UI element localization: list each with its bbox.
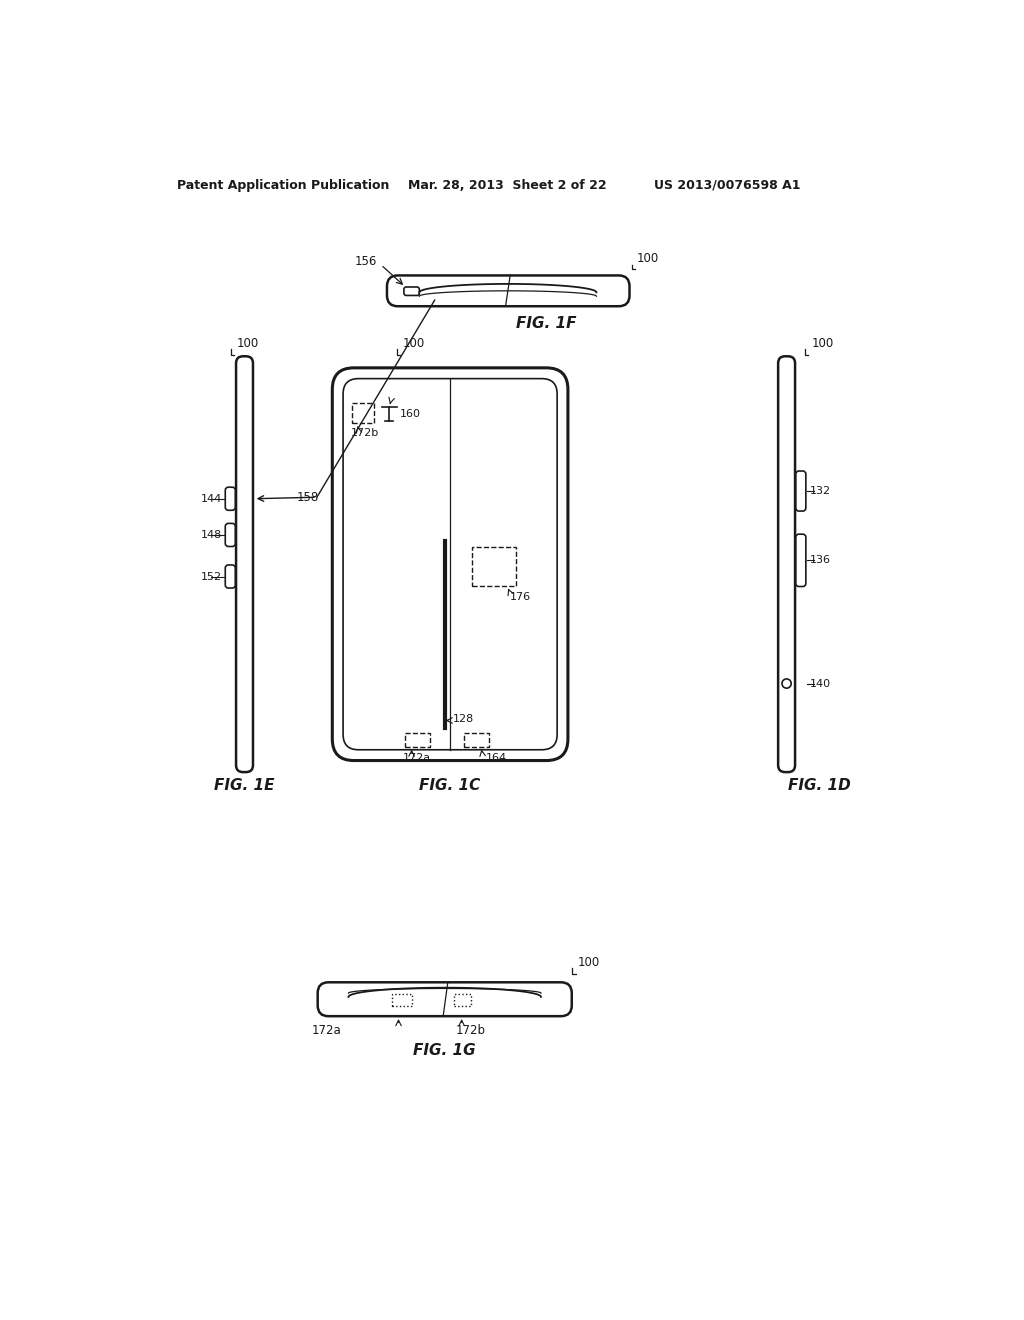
FancyBboxPatch shape <box>225 565 236 589</box>
Text: FIG. 1F: FIG. 1F <box>516 315 577 331</box>
FancyBboxPatch shape <box>796 535 806 586</box>
Text: 100: 100 <box>637 252 658 265</box>
Text: FIG. 1G: FIG. 1G <box>414 1043 476 1059</box>
Text: 140: 140 <box>810 678 830 689</box>
FancyBboxPatch shape <box>317 982 571 1016</box>
Text: 172b: 172b <box>351 428 379 438</box>
FancyBboxPatch shape <box>225 487 236 511</box>
Text: 172a: 172a <box>311 1023 341 1036</box>
Bar <box>406 733 430 747</box>
Circle shape <box>782 678 792 688</box>
Text: 144: 144 <box>201 494 222 504</box>
Bar <box>472 548 516 586</box>
Text: 158: 158 <box>296 491 318 504</box>
Text: 176: 176 <box>510 591 531 602</box>
Bar <box>352 404 374 424</box>
Text: 156: 156 <box>354 255 377 268</box>
Bar <box>464 733 488 747</box>
FancyBboxPatch shape <box>343 379 557 750</box>
Text: 172b: 172b <box>456 1023 485 1036</box>
FancyBboxPatch shape <box>225 524 236 546</box>
FancyBboxPatch shape <box>387 276 630 306</box>
Text: 132: 132 <box>810 486 830 496</box>
Text: FIG. 1D: FIG. 1D <box>787 777 850 793</box>
Text: FIG. 1E: FIG. 1E <box>214 777 274 793</box>
Text: 100: 100 <box>403 337 425 350</box>
Text: 100: 100 <box>578 956 600 969</box>
Text: FIG. 1C: FIG. 1C <box>420 777 481 793</box>
Text: 148: 148 <box>201 529 222 540</box>
FancyBboxPatch shape <box>778 356 795 772</box>
Bar <box>454 994 471 1006</box>
Text: 100: 100 <box>237 337 259 350</box>
FancyBboxPatch shape <box>237 356 253 772</box>
FancyBboxPatch shape <box>333 368 568 760</box>
Text: 128: 128 <box>453 714 474 723</box>
Text: 100: 100 <box>811 337 834 350</box>
Text: Mar. 28, 2013  Sheet 2 of 22: Mar. 28, 2013 Sheet 2 of 22 <box>408 178 606 191</box>
Text: 152: 152 <box>201 572 222 582</box>
FancyBboxPatch shape <box>403 286 419 296</box>
Text: Patent Application Publication: Patent Application Publication <box>177 178 389 191</box>
Text: 160: 160 <box>400 409 421 418</box>
FancyBboxPatch shape <box>796 471 806 511</box>
Text: 172a: 172a <box>402 754 430 763</box>
Text: US 2013/0076598 A1: US 2013/0076598 A1 <box>654 178 801 191</box>
Text: 164: 164 <box>485 754 507 763</box>
Text: 136: 136 <box>810 556 830 565</box>
Bar <box>392 994 413 1006</box>
